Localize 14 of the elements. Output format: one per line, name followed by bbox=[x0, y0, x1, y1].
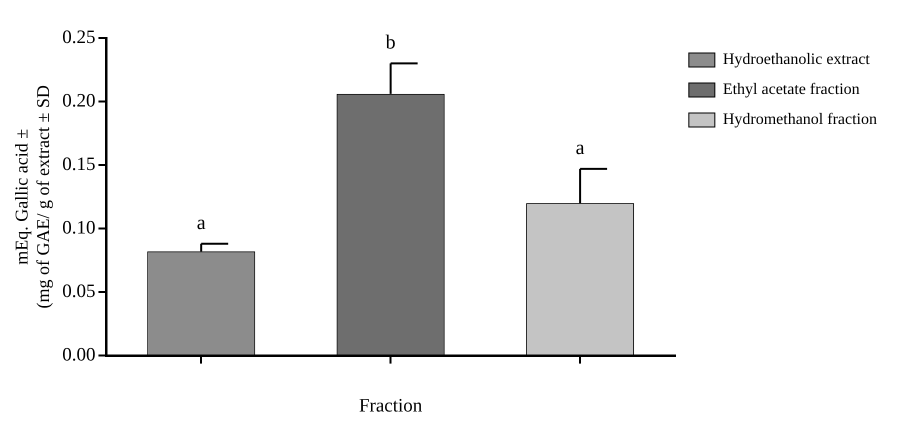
y-tick-label: 0.20 bbox=[62, 90, 96, 112]
y-tick-label: 0.00 bbox=[62, 344, 96, 366]
y-tick-label: 0.25 bbox=[62, 26, 96, 48]
legend-label: Hydroethanolic extract bbox=[722, 51, 870, 68]
annotation: b bbox=[386, 32, 396, 54]
y-tick-label: 0.15 bbox=[62, 154, 96, 176]
y-tick-label: 0.10 bbox=[62, 218, 96, 239]
annotation: a bbox=[196, 212, 206, 234]
x-axis-title: Fraction bbox=[358, 396, 423, 417]
legend-label: Ethyl acetate fraction bbox=[722, 81, 860, 98]
legend-label: Hydromethanol fraction bbox=[722, 111, 877, 128]
y-tick-label: 0.05 bbox=[62, 281, 96, 302]
y-axis-title: mEq. Gallic acid ± (mg of GAE/ g of extract ± SD bbox=[12, 85, 54, 308]
annotation: a bbox=[576, 137, 585, 160]
